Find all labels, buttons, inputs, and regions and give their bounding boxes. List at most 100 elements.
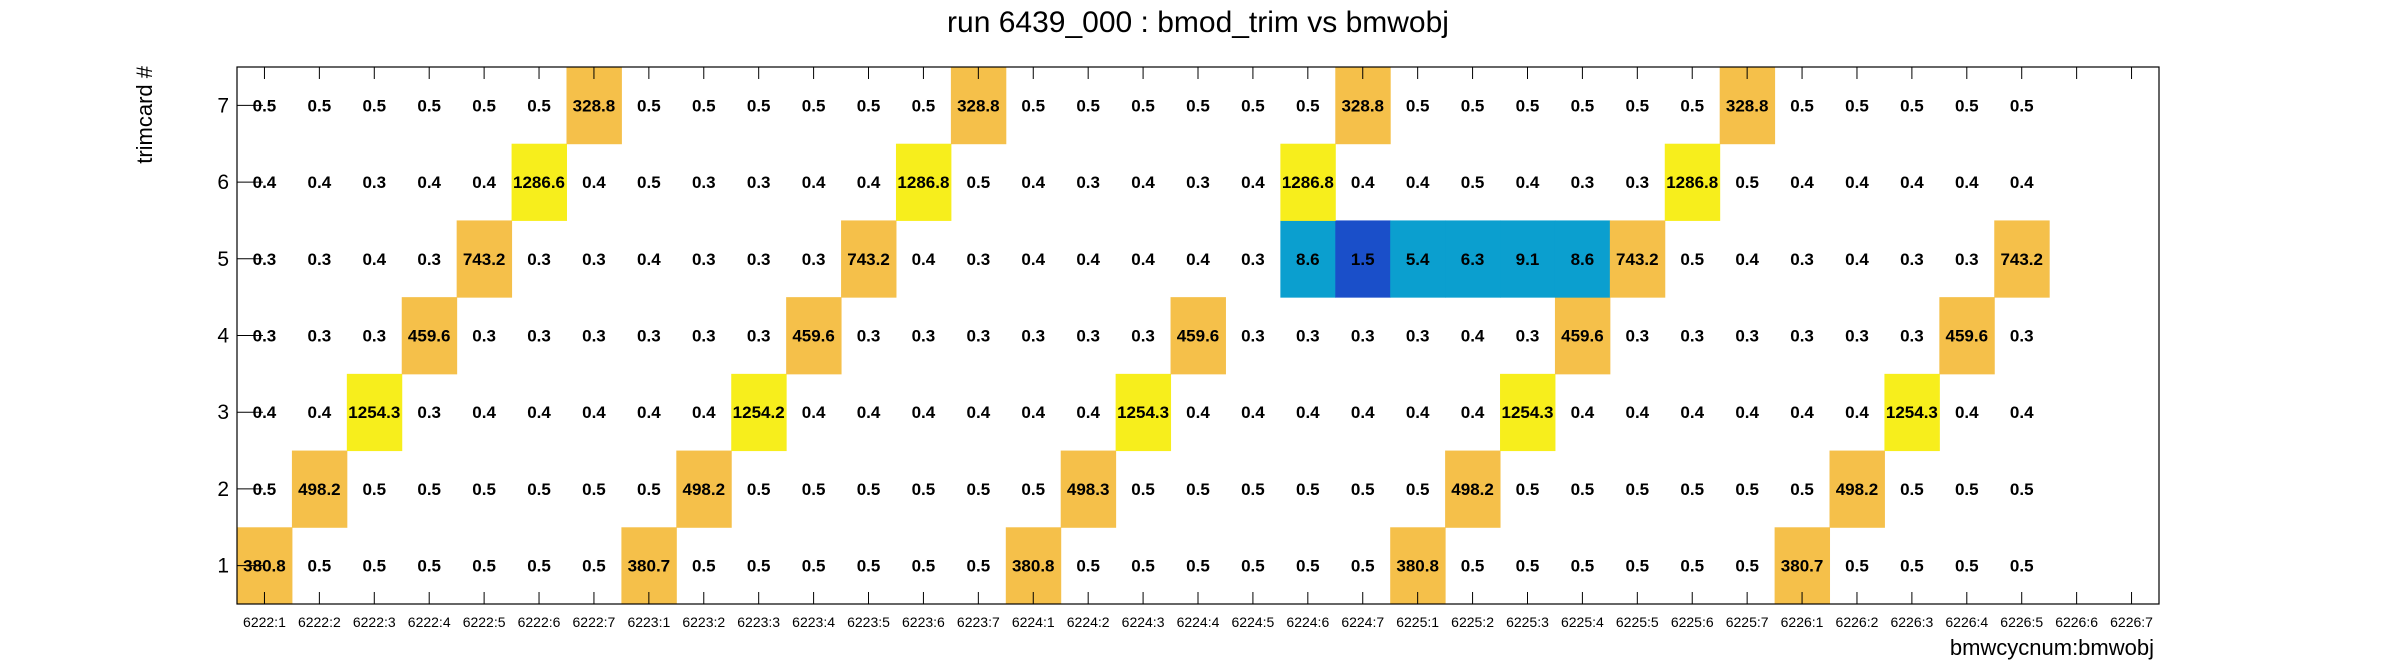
x-tick-label: 6222:3 (353, 614, 396, 630)
cell-value-label: 1286.6 (513, 173, 565, 192)
cell-value-label: 0.5 (967, 557, 991, 576)
cell-value-label: 0.3 (692, 250, 716, 269)
cell-value-labels: 380.8 0.5 0.5 0.5 0.5 0.5 0.5 380.7 0.5 0.5 0.5 0.5… (243, 96, 2043, 575)
cell-value-label: 498.3 (1067, 480, 1110, 499)
cell-value-label: 0.4 (967, 403, 991, 422)
cell-value-label: 743.2 (2000, 250, 2043, 269)
cell-value-label: 380.7 (628, 557, 671, 576)
x-tick-label: 6225:6 (1671, 614, 1714, 630)
cell-value-label: 0.3 (912, 327, 936, 346)
heatmap-cell (1829, 450, 1885, 528)
heatmap-cell (346, 373, 403, 452)
cell-value-label: 0.3 (1296, 327, 1320, 346)
cell-value-label: 0.3 (1845, 327, 1869, 346)
cell-value-label: 459.6 (792, 327, 835, 346)
cell-value-label: 0.4 (1516, 173, 1540, 192)
cell-value-label: 1254.3 (1501, 403, 1553, 422)
cell-value-label: 0.4 (253, 173, 277, 192)
cell-value-label: 0.3 (692, 327, 716, 346)
cell-value-label: 0.3 (1625, 327, 1649, 346)
cell-value-label: 0.4 (1571, 403, 1595, 422)
cell-value-label: 0.3 (857, 327, 881, 346)
cell-value-label: 0.3 (582, 327, 606, 346)
cell-value-label: 0.3 (1406, 327, 1430, 346)
cell-value-label: 328.8 (573, 96, 616, 115)
x-tick-label: 6225:1 (1396, 614, 1439, 630)
cell-value-label: 0.3 (1625, 173, 1649, 192)
cell-value-label: 0.5 (1186, 557, 1210, 576)
cell-value-label: 0.5 (1406, 480, 1430, 499)
cell-value-label: 0.5 (967, 173, 991, 192)
heatmap-cell (1719, 67, 1776, 145)
cell-value-label: 0.4 (472, 173, 496, 192)
cell-value-label: 0.4 (1021, 173, 1045, 192)
x-tick-label: 6224:4 (1177, 614, 1220, 630)
cell-value-label: 743.2 (847, 250, 890, 269)
cell-value-label: 0.5 (1900, 557, 1924, 576)
cell-value-label: 0.5 (1900, 96, 1924, 115)
cell-value-label: 0.5 (1735, 173, 1759, 192)
cell-value-label: 1254.3 (348, 403, 400, 422)
cell-value-label: 0.3 (2010, 327, 2034, 346)
cell-value-label: 0.5 (527, 96, 551, 115)
heatmap-cell (731, 373, 787, 452)
cell-value-label: 0.3 (1186, 173, 1210, 192)
x-tick-label: 6224:7 (1341, 614, 1384, 630)
cell-value-label: 0.5 (802, 480, 826, 499)
cell-value-label: 0.5 (1571, 557, 1595, 576)
cell-value-label: 0.3 (417, 250, 441, 269)
x-tick-labels: 6222:1 6222:2 6222:3 6222:4 6222:5 6222:6 6222… (243, 614, 2153, 630)
cell-value-label: 0.4 (637, 250, 661, 269)
cell-value-label: 0.3 (802, 250, 826, 269)
cell-value-label: 0.4 (582, 173, 606, 192)
cell-value-label: 0.4 (1296, 403, 1320, 422)
cell-value-label: 0.5 (527, 557, 551, 576)
cell-value-label: 0.4 (308, 173, 332, 192)
cell-value-label: 0.5 (1076, 96, 1100, 115)
cell-value-label: 0.5 (1516, 480, 1540, 499)
y-tick-labels: 1 2 3 4 5 6 7 (217, 94, 229, 577)
cell-value-label: 459.6 (1177, 327, 1220, 346)
cell-value-label: 0.4 (1845, 250, 1869, 269)
cell-value-label: 0.5 (1131, 557, 1155, 576)
heatmap-cell (566, 67, 622, 145)
cell-value-label: 0.5 (1790, 96, 1814, 115)
cell-value-label: 0.3 (1241, 250, 1265, 269)
cell-value-label: 0.5 (1735, 557, 1759, 576)
cell-value-label: 0.3 (1076, 327, 1100, 346)
x-tick-label: 6226:1 (1781, 614, 1824, 630)
cell-value-label: 0.4 (1076, 403, 1100, 422)
heatmap-cell (1500, 373, 1556, 452)
x-tick-label: 6223:3 (737, 614, 780, 630)
cell-value-label: 380.8 (243, 557, 286, 576)
cell-value-label: 0.4 (1790, 173, 1814, 192)
heatmap-cell (1500, 220, 1556, 298)
cell-value-label: 0.5 (582, 557, 606, 576)
cell-value-label: 0.5 (1845, 557, 1869, 576)
heatmap-cell (1774, 527, 1831, 605)
cell-value-label: 0.5 (362, 557, 386, 576)
cell-value-label: 0.3 (362, 327, 386, 346)
cell-value-label: 0.5 (1461, 557, 1485, 576)
cell-value-label: 0.4 (637, 403, 661, 422)
cell-value-label: 0.5 (1955, 557, 1979, 576)
cell-value-label: 0.5 (1516, 557, 1540, 576)
cell-value-label: 1254.2 (733, 403, 785, 422)
cell-value-label: 0.5 (1241, 480, 1265, 499)
x-tick-label: 6223:4 (792, 614, 835, 630)
cell-value-label: 328.8 (1341, 96, 1384, 115)
cell-value-label: 0.5 (857, 557, 881, 576)
cell-value-label: 0.3 (1955, 250, 1979, 269)
cell-value-label: 0.5 (747, 480, 771, 499)
cell-value-label: 0.5 (417, 480, 441, 499)
cell-value-label: 0.4 (527, 403, 551, 422)
cell-value-label: 0.5 (967, 480, 991, 499)
x-tick-label: 6222:6 (518, 614, 561, 630)
heatmap-cell (1939, 297, 1995, 375)
x-tick-label: 6226:4 (1945, 614, 1988, 630)
cell-value-label: 0.5 (1955, 480, 1979, 499)
cell-value-label: 0.4 (1131, 250, 1155, 269)
y-tick-label: 4 (217, 325, 229, 348)
cell-value-label: 0.4 (912, 403, 936, 422)
